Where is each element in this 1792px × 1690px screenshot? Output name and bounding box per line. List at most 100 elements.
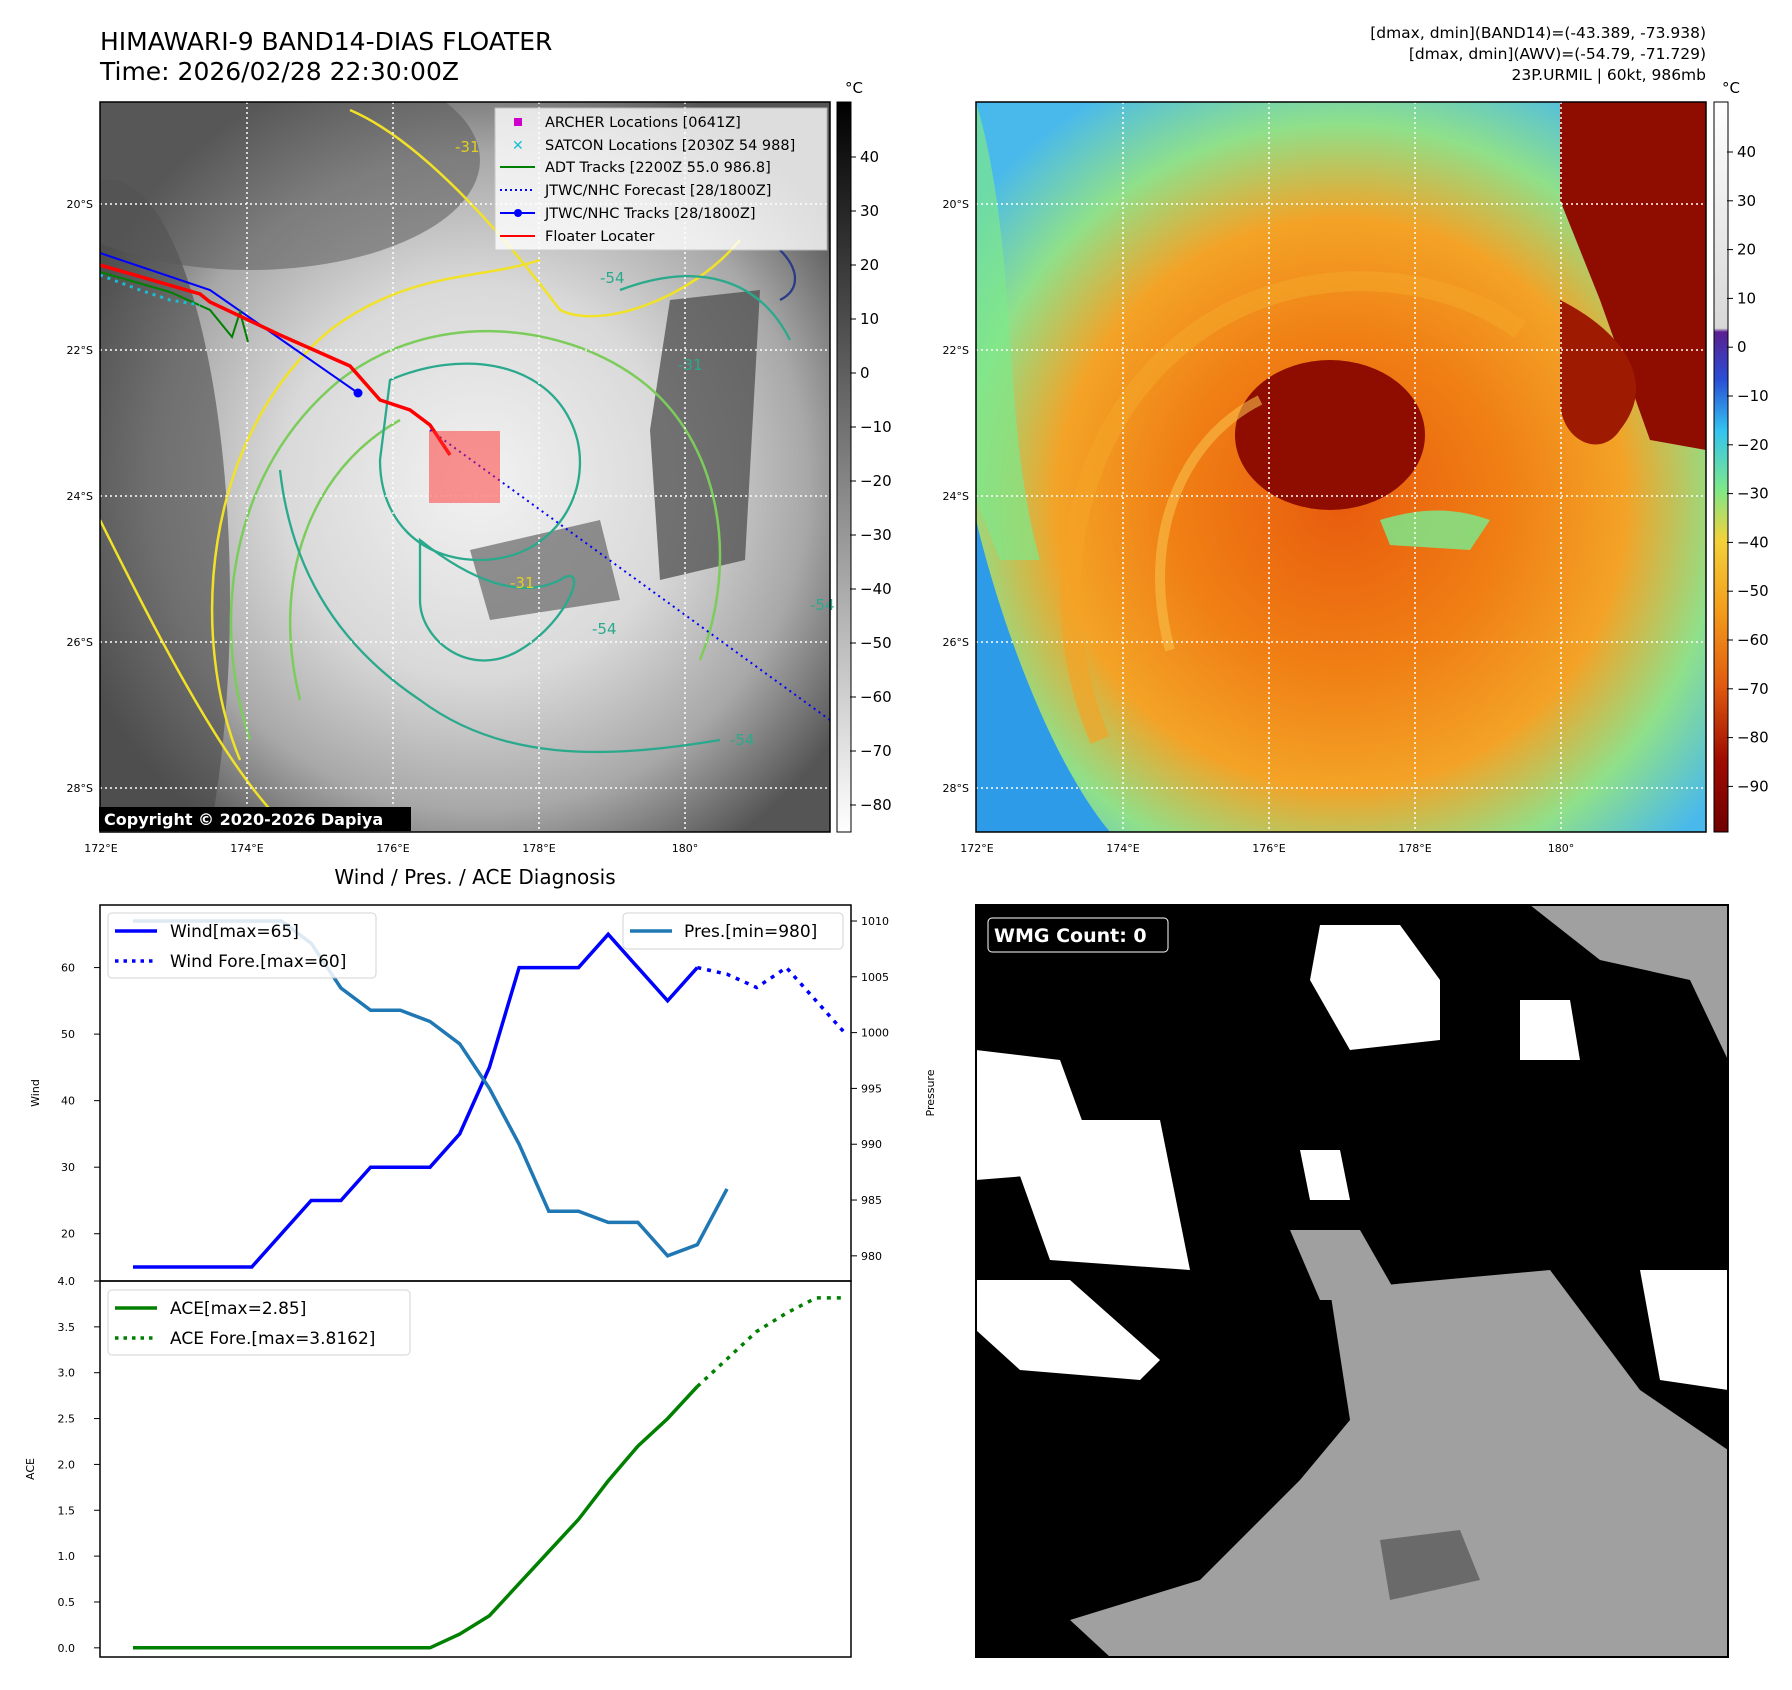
lat-label: 26°S (67, 636, 93, 649)
dark-cloud-center (470, 520, 620, 620)
wmg-gray-northeast (1530, 905, 1728, 1060)
figure-title: HIMAWARI-9 BAND14-DIAS FLOATER (100, 27, 552, 56)
lon-label: 176°E (376, 842, 409, 855)
contour-label: -54 (730, 731, 755, 749)
wind-legend-box (107, 912, 377, 979)
lon-labels-left: 172°E 174°E 176°E 178°E 180° (84, 842, 698, 855)
wmg-white-patch-3 (1000, 1120, 1190, 1270)
map-frame-left (99, 101, 831, 833)
ace-plot-frame (99, 1280, 852, 1658)
colorbar-tick-label: 40 (860, 148, 879, 166)
colorbar-gray-ticks: 40 30 20 10 0 −10 −20 −30 −40 −50 −60 −70 −80 (850, 148, 892, 814)
info-line-band14: [dmax, dmin](BAND14)=(-43.389, -73.938) (1370, 24, 1706, 42)
legend-label-forecast: JTWC/NHC Forecast [28/1800Z] (544, 183, 771, 199)
lat-label: 24°S (943, 490, 969, 503)
lon-label: 176°E (1252, 842, 1285, 855)
colorbar-gray-bar (836, 101, 852, 833)
colorbar-tick-label: 0 (860, 364, 870, 382)
legend-label-adt: ADT Tracks [2200Z 55.0 986.8] (545, 160, 771, 176)
colorbar-tick-label: 30 (860, 202, 879, 220)
colorbar-tick-label: −50 (860, 634, 892, 652)
ace-tick-label: 0.5 (58, 1596, 76, 1609)
ace-forecast-series-line (696, 1296, 846, 1388)
legend-marker-satcon: ✕ (512, 138, 524, 154)
lon-label: 178°E (522, 842, 555, 855)
colorbar-tick-label: −10 (860, 418, 892, 436)
map-grid-right (976, 102, 1706, 832)
ace-tick-label: 2.0 (58, 1458, 76, 1471)
ace-ylabel: ACE (24, 1458, 37, 1480)
pressure-legend: Pres.[min=980] (622, 912, 844, 950)
dark-band-west (100, 180, 230, 832)
pressure-tick-label: 995 (861, 1082, 882, 1095)
jtwc-forecast-track (429, 429, 830, 721)
colorbar-tick-label: −60 (860, 688, 892, 706)
contour-yellow-2 (210, 258, 541, 761)
colorbar-tick-label: −70 (1737, 680, 1769, 698)
wind-tick-label: 30 (61, 1161, 75, 1174)
colorbar-tick-label: 20 (1737, 241, 1756, 259)
colorbar-tick-label: −30 (860, 526, 892, 544)
lat-label: 28°S (943, 782, 969, 795)
colorbar-tick-label: 10 (1737, 289, 1756, 307)
legend-marker-archer (514, 118, 522, 126)
satcon-locations (100, 273, 201, 307)
colorbar-tick-label: −10 (1737, 387, 1769, 405)
colorbar-color-ticks: 40 30 20 10 0 −10 −20 −30 −40 −50 −60 −70 −80 −90 (1727, 143, 1769, 795)
contour-teal-3 (278, 469, 721, 754)
wind-forecast-legend-label: Wind Fore.[max=60] (170, 952, 346, 972)
info-block: [dmax, dmin](BAND14)=(-43.389, -73.938) … (1370, 24, 1706, 84)
jtwc-track-point (353, 388, 363, 398)
info-line-storm: 23P.URMIL | 60kt, 986mb (1511, 66, 1706, 84)
colorbar-tick-label: 40 (1737, 143, 1756, 161)
legend-marker-jtwc-dot (514, 209, 522, 217)
pressure-tick-label: 1000 (861, 1027, 889, 1040)
diagnosis-title: Wind / Pres. / ACE Diagnosis (334, 865, 615, 889)
wmg-gray-patch (1290, 1230, 1400, 1300)
contour-yellow-1 (100, 519, 281, 821)
cold-top-northeast (1560, 102, 1706, 450)
contour-teal-1 (378, 362, 581, 562)
colorbar-tick-label: 10 (860, 310, 879, 328)
legend-label-jtwc: JTWC/NHC Tracks [28/1800Z] (544, 206, 756, 222)
wmg-panel: WMG Count: 0 (975, 904, 1729, 1658)
green-eye-band (1380, 510, 1490, 550)
contour-green-1 (229, 329, 722, 741)
wmg-white-patch-7 (1300, 1150, 1350, 1200)
cold-band-east (1560, 300, 1637, 445)
lon-label: 172°E (84, 842, 117, 855)
pressure-tick-label: 980 (861, 1250, 882, 1263)
contour-label: -31 (678, 356, 703, 374)
pressure-legend-box (622, 912, 844, 950)
map-legend: ARCHER Locations [0641Z] ✕ SATCON Locati… (494, 107, 828, 251)
wmg-count-box (987, 917, 1169, 953)
wind-tick-label: 50 (61, 1028, 75, 1041)
ace-tick-label: 1.5 (58, 1504, 76, 1517)
ace-legend: ACE[max=2.85] ACE Fore.[max=3.8162] (107, 1289, 411, 1356)
wind-legend: Wind[max=65] Wind Fore.[max=60] (107, 912, 377, 979)
wmg-white-patch-1 (1310, 925, 1440, 1050)
colorbar-color-bar (1713, 101, 1729, 833)
copyright-text: Copyright © 2020-2026 Dapiya (104, 810, 383, 829)
ace-tick-label: 2.5 (58, 1413, 76, 1426)
ir-color-map: 20°S 22°S 24°S 26°S 28°S 172°E 174°E 176… (943, 79, 1769, 855)
colorbar-tick-label: −40 (860, 580, 892, 598)
colorbar-tick-label: −80 (1737, 729, 1769, 747)
lon-label: 180° (672, 842, 699, 855)
wind-series-line (133, 931, 699, 1269)
lon-label: 178°E (1398, 842, 1431, 855)
wmg-gray-southeast (1070, 1270, 1728, 1657)
jtwc-track (100, 252, 359, 394)
colorbar-tick-label: −30 (1737, 485, 1769, 503)
legend-label-archer: ARCHER Locations [0641Z] (545, 115, 741, 131)
ace-tick-label: 4.0 (58, 1275, 76, 1288)
lon-labels-right: 172°E 174°E 176°E 178°E 180° (960, 842, 1574, 855)
colorbar-tick-label: 30 (1737, 192, 1756, 210)
map-frame-right (975, 101, 1707, 833)
pressure-axis-ticks: 980 985 990 995 1000 1005 1010 (851, 915, 889, 1263)
wmg-count: WMG Count: 0 (994, 925, 1147, 947)
wmg-dark-gray-patch (1380, 1530, 1480, 1600)
colorbar-color-unit: °C (1722, 79, 1740, 97)
colorbar-tick-label: −70 (860, 742, 892, 760)
